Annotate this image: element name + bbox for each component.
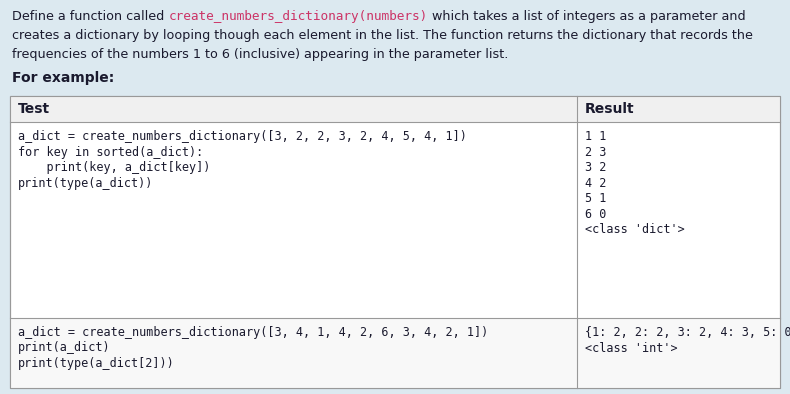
Text: print(type(a_dict[2])): print(type(a_dict[2])) <box>18 357 175 370</box>
Text: a_dict = create_numbers_dictionary([3, 2, 2, 3, 2, 4, 5, 4, 1]): a_dict = create_numbers_dictionary([3, 2… <box>18 130 467 143</box>
Text: 6 0: 6 0 <box>585 208 607 221</box>
Text: which takes a list of integers as a parameter and: which takes a list of integers as a para… <box>427 10 745 23</box>
Text: Define a function called: Define a function called <box>12 10 168 23</box>
Text: <class 'int'>: <class 'int'> <box>585 342 678 355</box>
Text: frequencies of the numbers 1 to 6 (inclusive) appearing in the parameter list.: frequencies of the numbers 1 to 6 (inclu… <box>12 48 509 61</box>
Text: {1: 2, 2: 2, 3: 2, 4: 3, 5: 0, 6: 1}: {1: 2, 2: 2, 3: 2, 4: 3, 5: 0, 6: 1} <box>585 326 790 339</box>
Bar <box>10 318 780 388</box>
Text: Result: Result <box>585 102 634 116</box>
Text: print(type(a_dict)): print(type(a_dict)) <box>18 177 153 190</box>
Text: 3 2: 3 2 <box>585 161 607 174</box>
Text: print(key, a_dict[key]): print(key, a_dict[key]) <box>18 161 210 174</box>
Text: create_numbers_dictionary(numbers): create_numbers_dictionary(numbers) <box>168 10 427 23</box>
Bar <box>10 96 780 388</box>
Text: 1 1: 1 1 <box>585 130 607 143</box>
Text: print(a_dict): print(a_dict) <box>18 342 111 355</box>
Bar <box>10 96 780 388</box>
Text: 4 2: 4 2 <box>585 177 607 190</box>
Text: creates a dictionary by looping though each element in the list. The function re: creates a dictionary by looping though e… <box>12 29 753 42</box>
Text: a_dict = create_numbers_dictionary([3, 4, 1, 4, 2, 6, 3, 4, 2, 1]): a_dict = create_numbers_dictionary([3, 4… <box>18 326 488 339</box>
Text: For example:: For example: <box>12 71 115 85</box>
Text: <class 'dict'>: <class 'dict'> <box>585 223 685 236</box>
Text: 5 1: 5 1 <box>585 192 607 205</box>
Text: 2 3: 2 3 <box>585 145 607 158</box>
Bar <box>10 96 780 122</box>
Text: Test: Test <box>18 102 50 116</box>
Text: for key in sorted(a_dict):: for key in sorted(a_dict): <box>18 145 203 158</box>
